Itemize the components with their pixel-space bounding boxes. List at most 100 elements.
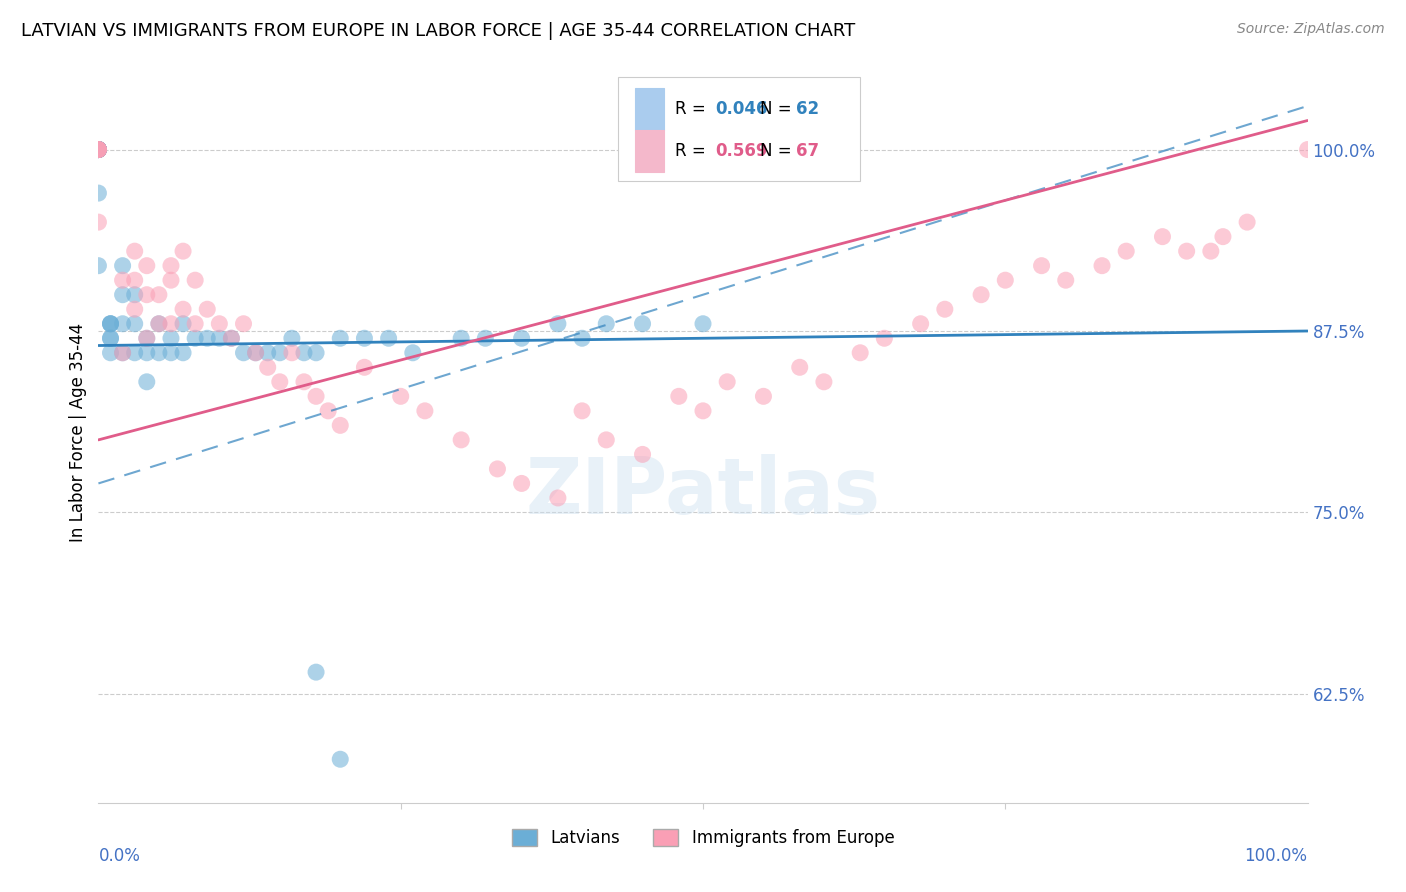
Point (716, 375, 738, 389)
Point (87, 143, 110, 157)
Point (269, 375, 291, 389)
Point (208, 317, 231, 331)
Point (256, 360, 278, 375)
Text: ZIPatlas: ZIPatlas (526, 454, 880, 530)
Point (329, 418, 352, 433)
Point (232, 345, 254, 359)
Point (184, 331, 207, 345)
Point (184, 273, 207, 287)
Point (87, 143, 110, 157)
Point (100, 317, 122, 331)
Point (87, 143, 110, 157)
Point (87, 143, 110, 157)
Point (148, 287, 170, 301)
Point (148, 345, 170, 359)
Point (135, 331, 157, 345)
Point (221, 331, 243, 345)
Point (510, 331, 533, 345)
Point (111, 317, 134, 331)
Point (256, 345, 278, 359)
Point (172, 345, 194, 359)
Point (124, 287, 146, 301)
Point (329, 331, 352, 345)
Text: 0.0%: 0.0% (98, 847, 141, 865)
Point (1199, 244, 1222, 259)
Point (87, 143, 110, 157)
Point (1212, 229, 1234, 244)
Point (135, 375, 157, 389)
Point (292, 345, 315, 359)
Point (172, 302, 194, 317)
Point (87, 143, 110, 157)
Point (329, 752, 352, 766)
Point (87, 143, 110, 157)
Point (1031, 259, 1053, 273)
Point (1091, 259, 1114, 273)
Text: 100.0%: 100.0% (1244, 847, 1308, 865)
Point (668, 389, 690, 403)
Text: 0.046: 0.046 (716, 100, 768, 118)
Point (353, 331, 375, 345)
Point (100, 331, 122, 345)
Point (377, 331, 399, 345)
Point (595, 317, 617, 331)
Point (111, 345, 134, 359)
Point (994, 273, 1017, 287)
Point (571, 404, 593, 418)
Point (571, 331, 593, 345)
Point (813, 375, 835, 389)
Point (281, 331, 304, 345)
Point (100, 317, 122, 331)
Point (111, 273, 134, 287)
Point (547, 317, 569, 331)
Point (474, 331, 496, 345)
FancyBboxPatch shape (636, 88, 664, 130)
Text: R =: R = (675, 143, 711, 161)
Text: R =: R = (675, 100, 711, 118)
Point (195, 302, 218, 317)
Point (486, 462, 509, 476)
Point (316, 404, 339, 418)
Legend: Latvians, Immigrants from Europe: Latvians, Immigrants from Europe (505, 822, 901, 854)
Point (160, 317, 183, 331)
Point (221, 331, 243, 345)
Point (135, 331, 157, 345)
Point (135, 287, 157, 301)
Text: 0.569: 0.569 (716, 143, 768, 161)
Point (100, 317, 122, 331)
Point (160, 331, 183, 345)
Point (910, 317, 932, 331)
Point (873, 331, 896, 345)
Point (111, 345, 134, 359)
Point (631, 447, 654, 461)
Point (160, 259, 183, 273)
Point (184, 317, 207, 331)
Point (1115, 244, 1137, 259)
Point (208, 331, 231, 345)
Point (87, 143, 110, 157)
Point (353, 360, 375, 375)
Point (232, 317, 254, 331)
Point (135, 345, 157, 359)
Point (269, 345, 291, 359)
Point (148, 317, 170, 331)
Point (1236, 215, 1258, 229)
Text: 62: 62 (796, 100, 820, 118)
Point (292, 375, 315, 389)
Point (934, 302, 956, 317)
Point (510, 476, 533, 491)
Y-axis label: In Labor Force | Age 35-44: In Labor Force | Age 35-44 (69, 323, 87, 542)
Point (789, 360, 811, 375)
Point (111, 287, 134, 301)
Point (87, 143, 110, 157)
Point (1152, 229, 1174, 244)
Point (172, 317, 194, 331)
Point (1296, 143, 1319, 157)
Point (305, 389, 328, 403)
Point (87, 143, 110, 157)
Point (124, 345, 146, 359)
Point (402, 345, 425, 359)
Point (305, 345, 328, 359)
Point (692, 317, 714, 331)
Point (1175, 244, 1198, 259)
